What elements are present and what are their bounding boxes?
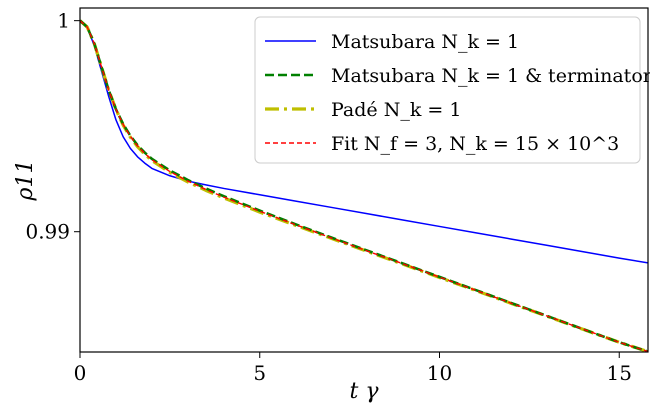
legend: Matsubara N_k = 1 Matsubara N_k = 1 & te… [254,16,650,164]
x-tick-label-1: 5 [253,361,266,385]
x-tick-label-2: 10 [427,361,452,385]
x-axis-label: t γ [350,379,380,404]
y-axis-label-text: ρ11 [13,160,38,202]
legend-frame [254,16,641,164]
ticks-layer: 0 5 10 15 1 0.99 [25,9,631,385]
x-tick-label-0: 0 [74,361,87,385]
legend-entry-label-0: Matsubara N_k = 1 [331,31,519,53]
y-tick-label-1: 0.99 [25,220,70,244]
legend-entry-label-2: Padé N_k = 1 [331,99,461,121]
series-layer [80,19,648,352]
legend-lines [265,40,316,144]
y-tick-label-0: 1 [57,9,70,33]
x-tick-label-3: 15 [607,361,632,385]
legend-entry-label-3: Fit N_f = 3, N_k = 15 × 10^3 [331,133,619,155]
y-axis-label: ρ11 [13,160,38,202]
x-axis-label-text: t γ [350,379,380,404]
series-line-3 [80,20,648,352]
plot-frame [79,7,649,353]
legend-entry-label-1: Matsubara N_k = 1 & terminator [331,65,650,87]
series-line-0 [80,20,648,264]
